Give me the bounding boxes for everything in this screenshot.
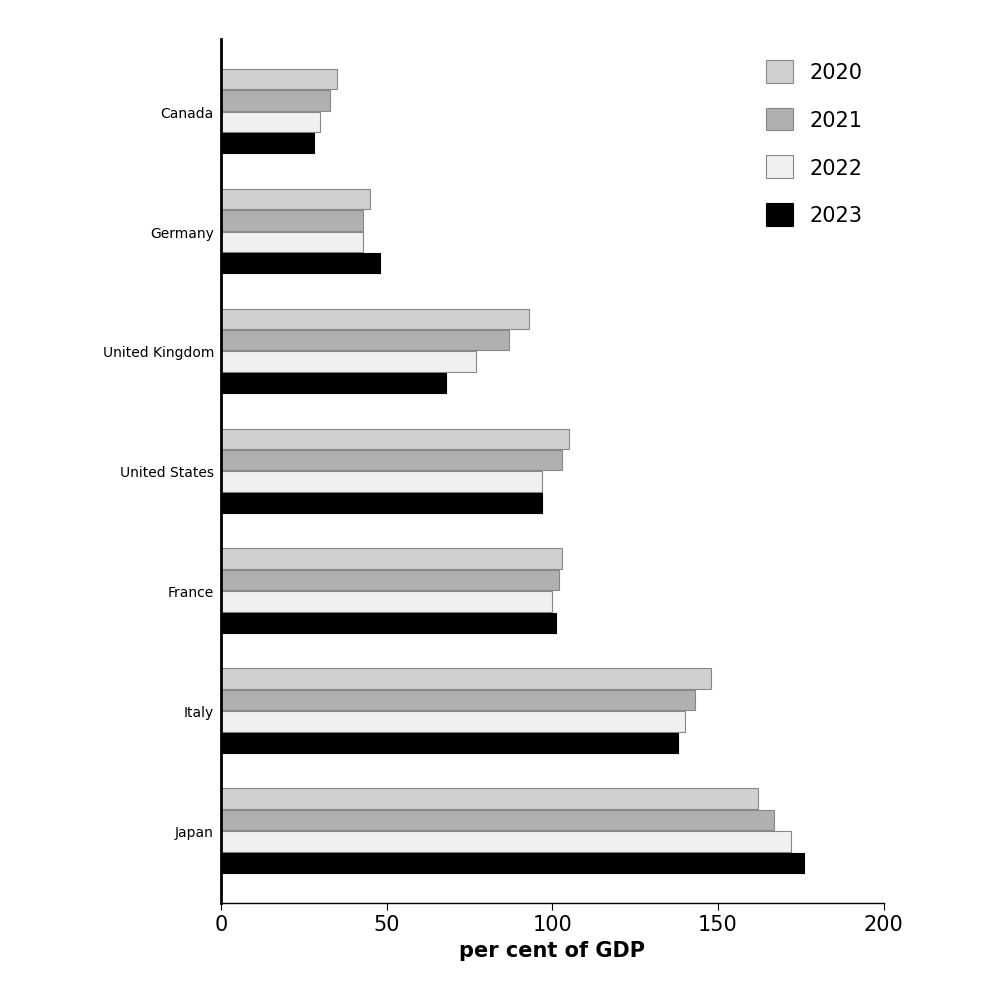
Bar <box>221 309 529 330</box>
Bar <box>221 690 694 710</box>
Bar <box>221 853 803 873</box>
Bar <box>221 472 542 492</box>
Bar <box>221 133 313 154</box>
Bar <box>221 450 562 470</box>
Bar <box>221 70 337 90</box>
Bar <box>221 352 475 372</box>
Legend: 2020, 2021, 2022, 2023: 2020, 2021, 2022, 2023 <box>755 50 873 237</box>
Bar <box>221 254 379 274</box>
Bar <box>221 211 363 232</box>
X-axis label: per cent of GDP: per cent of GDP <box>458 940 645 960</box>
Bar <box>221 112 320 132</box>
Bar <box>221 592 552 612</box>
Bar <box>221 549 562 570</box>
Bar <box>221 810 773 830</box>
Bar <box>221 493 542 514</box>
Bar <box>221 669 710 689</box>
Bar <box>221 429 568 449</box>
Bar <box>221 788 757 809</box>
Bar <box>221 831 790 852</box>
Bar <box>221 613 555 634</box>
Bar <box>221 571 559 591</box>
Bar <box>221 190 369 210</box>
Bar <box>221 91 330 111</box>
Bar <box>221 331 509 351</box>
Bar <box>221 733 677 753</box>
Bar <box>221 373 445 394</box>
Bar <box>221 233 363 253</box>
Bar <box>221 711 684 732</box>
